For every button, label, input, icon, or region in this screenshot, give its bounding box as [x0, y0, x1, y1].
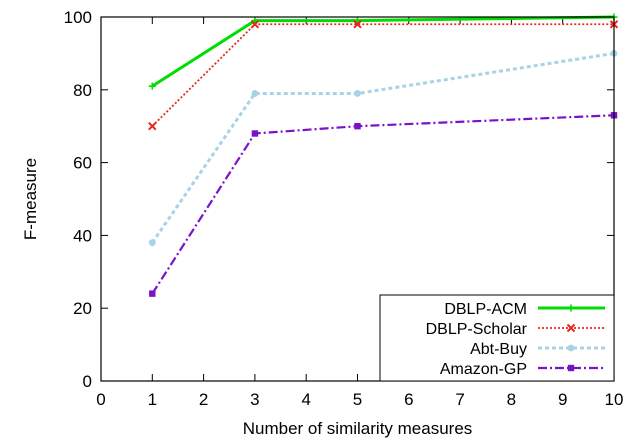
legend-label: DBLP-ACM [444, 301, 527, 318]
y-tick-label: 40 [73, 226, 92, 245]
x-tick-label: 4 [301, 390, 310, 409]
series-line [152, 17, 614, 86]
data-point [568, 365, 574, 371]
data-point [252, 130, 258, 136]
x-tick-label: 5 [353, 390, 362, 409]
x-tick-label: 2 [199, 390, 208, 409]
y-tick-label: 100 [64, 8, 92, 27]
y-tick-label: 20 [73, 299, 92, 318]
x-tick-label: 9 [558, 390, 567, 409]
x-tick-label: 7 [455, 390, 464, 409]
x-tick-label: 3 [250, 390, 259, 409]
data-point [354, 90, 361, 97]
y-axis-label: F-measure [21, 158, 40, 240]
data-point [149, 290, 155, 296]
y-tick-label: 80 [73, 81, 92, 100]
y-tick-label: 60 [73, 154, 92, 173]
series-3 [149, 50, 617, 246]
legend-label: Amazon-GP [440, 361, 527, 378]
x-tick-label: 0 [96, 390, 105, 409]
x-tick-label: 8 [507, 390, 516, 409]
legend-label: DBLP-Scholar [426, 321, 528, 338]
series-layer [149, 14, 618, 297]
data-point [252, 90, 259, 97]
x-tick-label: 10 [605, 390, 624, 409]
data-point [149, 123, 156, 130]
data-point [149, 239, 156, 246]
y-tick-label: 0 [83, 372, 92, 391]
data-point [354, 123, 360, 129]
x-tick-label: 1 [148, 390, 157, 409]
series-line [152, 53, 614, 242]
legend-label: Abt-Buy [470, 341, 527, 358]
legend: DBLP-ACM DBLP-Scholar Abt-Buy Amazon-GP [380, 295, 614, 381]
x-tick-label: 6 [404, 390, 413, 409]
series-2 [149, 21, 618, 130]
data-point [568, 345, 575, 352]
series-4 [149, 112, 617, 297]
series-line [152, 24, 614, 126]
x-axis-label: Number of similarity measures [243, 419, 473, 438]
